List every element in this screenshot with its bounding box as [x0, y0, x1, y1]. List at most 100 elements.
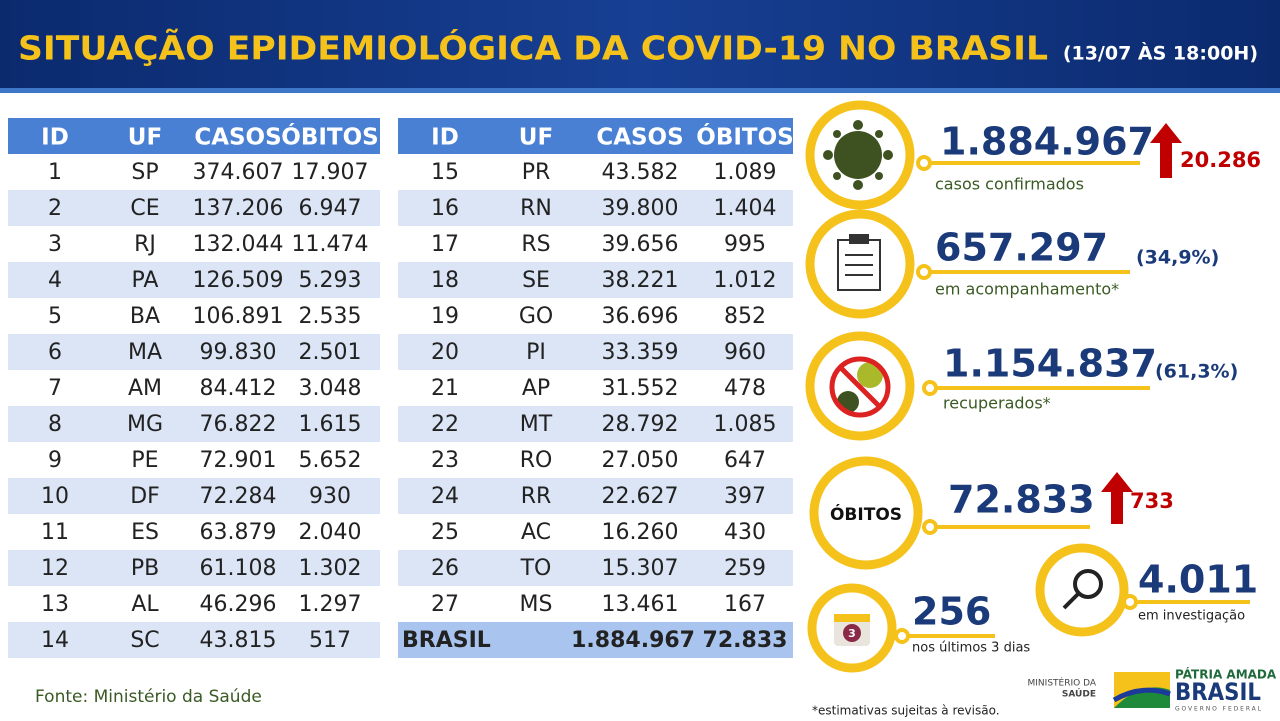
table-cell: PB — [131, 556, 159, 581]
total-label: BRASIL — [402, 628, 491, 653]
table-cell: 1 — [48, 160, 62, 185]
table-cell: 27 — [431, 592, 459, 617]
table-cell: 259 — [724, 556, 766, 581]
table-cell: 63.879 — [200, 520, 277, 545]
table-cell: 1.297 — [299, 592, 362, 617]
table-cell: MT — [520, 412, 553, 437]
table-cell: 930 — [309, 484, 351, 509]
calendar-day: 3 — [848, 627, 856, 640]
table-cell: ES — [131, 520, 159, 545]
table-cell: DF — [130, 484, 160, 509]
table-cell: 22.627 — [602, 484, 679, 509]
table-cell: RJ — [134, 232, 156, 257]
table-cell: 46.296 — [200, 592, 277, 617]
table-cell: 72.284 — [200, 484, 277, 509]
table-cell: 99.830 — [200, 340, 277, 365]
table-cell: 43.582 — [602, 160, 679, 185]
source: Fonte: Ministério da Saúde — [35, 687, 262, 707]
table-cell: 21 — [431, 376, 459, 401]
table-cell: 15 — [431, 160, 459, 185]
table-cell: 13.461 — [602, 592, 679, 617]
total-row-bg — [398, 622, 793, 658]
table-cell: 22 — [431, 412, 459, 437]
table-cell: 1.012 — [714, 268, 777, 293]
note: *estimativas sujeitas à revisão. — [812, 704, 1000, 718]
last3-label: nos últimos 3 dias — [912, 641, 1030, 656]
table-cell: SP — [131, 160, 158, 185]
confirmed-value: 1.884.967 — [940, 120, 1154, 164]
table-cell: 15.307 — [602, 556, 679, 581]
recovered-label: recuperados* — [943, 394, 1051, 413]
row-bg — [8, 334, 380, 370]
row-bg — [398, 406, 793, 442]
table-cell: 2 — [48, 196, 62, 221]
table-cell: RN — [520, 196, 552, 221]
table-cell: AC — [521, 520, 551, 545]
table-cell: 76.822 — [200, 412, 277, 437]
table-cell: 1.089 — [714, 160, 777, 185]
table-cell: SC — [130, 628, 159, 653]
recovered-percent: (61,3%) — [1155, 361, 1238, 383]
table-cell: 2.040 — [299, 520, 362, 545]
table-cell: 517 — [309, 628, 351, 653]
table-cell: 1.404 — [714, 196, 777, 221]
table-cell: CE — [130, 196, 159, 221]
total-cases: 1.884.967 — [571, 628, 695, 653]
table-cell: 23 — [431, 448, 459, 473]
column-header: CASOS — [596, 125, 683, 151]
total-deaths: 72.833 — [703, 628, 788, 653]
title: SITUAÇÃO EPIDEMIOLÓGICA DA COVID-19 NO B… — [18, 28, 1048, 68]
table-cell: 1.302 — [299, 556, 362, 581]
brand-flag — [1112, 672, 1171, 708]
table-cell: 7 — [48, 376, 62, 401]
table-cell: 17 — [431, 232, 459, 257]
row-bg — [398, 550, 793, 586]
table-cell: 26 — [431, 556, 459, 581]
table-cell: MG — [127, 412, 163, 437]
table-cell: 17.907 — [292, 160, 369, 185]
row-bg — [8, 190, 380, 226]
deaths-title: ÓBITOS — [830, 503, 902, 525]
table-cell: 25 — [431, 520, 459, 545]
table-cell: 8 — [48, 412, 62, 437]
row-bg — [8, 406, 380, 442]
last3-value: 256 — [912, 590, 991, 634]
deaths-value: 72.833 — [948, 478, 1095, 522]
table-cell: 126.509 — [193, 268, 284, 293]
table-cell: 5.652 — [299, 448, 362, 473]
table-cell: PE — [131, 448, 158, 473]
table-cell: AL — [131, 592, 159, 617]
table-cell: RO — [520, 448, 553, 473]
table-cell: 6.947 — [299, 196, 362, 221]
virus-icon — [823, 120, 893, 190]
table-cell: 137.206 — [193, 196, 284, 221]
table-cell: 478 — [724, 376, 766, 401]
table-cell: 18 — [431, 268, 459, 293]
table-cell: 167 — [724, 592, 766, 617]
table-cell: 14 — [41, 628, 69, 653]
table-cell: 5 — [48, 304, 62, 329]
column-header: UF — [519, 125, 553, 151]
table-cell: BA — [130, 304, 160, 329]
table-cell: RS — [521, 232, 550, 257]
table-cell: 16.260 — [602, 520, 679, 545]
table-cell: TO — [520, 556, 552, 581]
row-bg — [8, 262, 380, 298]
brand-line: GOVERNO FEDERAL — [1175, 706, 1262, 713]
investigation-label: em investigação — [1138, 609, 1245, 624]
calendar-icon — [834, 614, 870, 646]
date: (13/07 ÀS 18:00H) — [1063, 42, 1258, 65]
row-bg — [8, 622, 380, 658]
monitoring-percent: (34,9%) — [1136, 247, 1219, 269]
table-cell: 24 — [431, 484, 459, 509]
column-header: ID — [431, 125, 459, 151]
table-cell: 5.293 — [299, 268, 362, 293]
table-cell: 13 — [41, 592, 69, 617]
table-cell: RR — [521, 484, 552, 509]
no-virus-icon — [829, 356, 891, 418]
monitoring-value: 657.297 — [935, 226, 1108, 270]
brand-name: BRASIL — [1175, 678, 1261, 706]
table-cell: 995 — [724, 232, 766, 257]
table-cell: 39.800 — [602, 196, 679, 221]
table-cell: 10 — [41, 484, 69, 509]
